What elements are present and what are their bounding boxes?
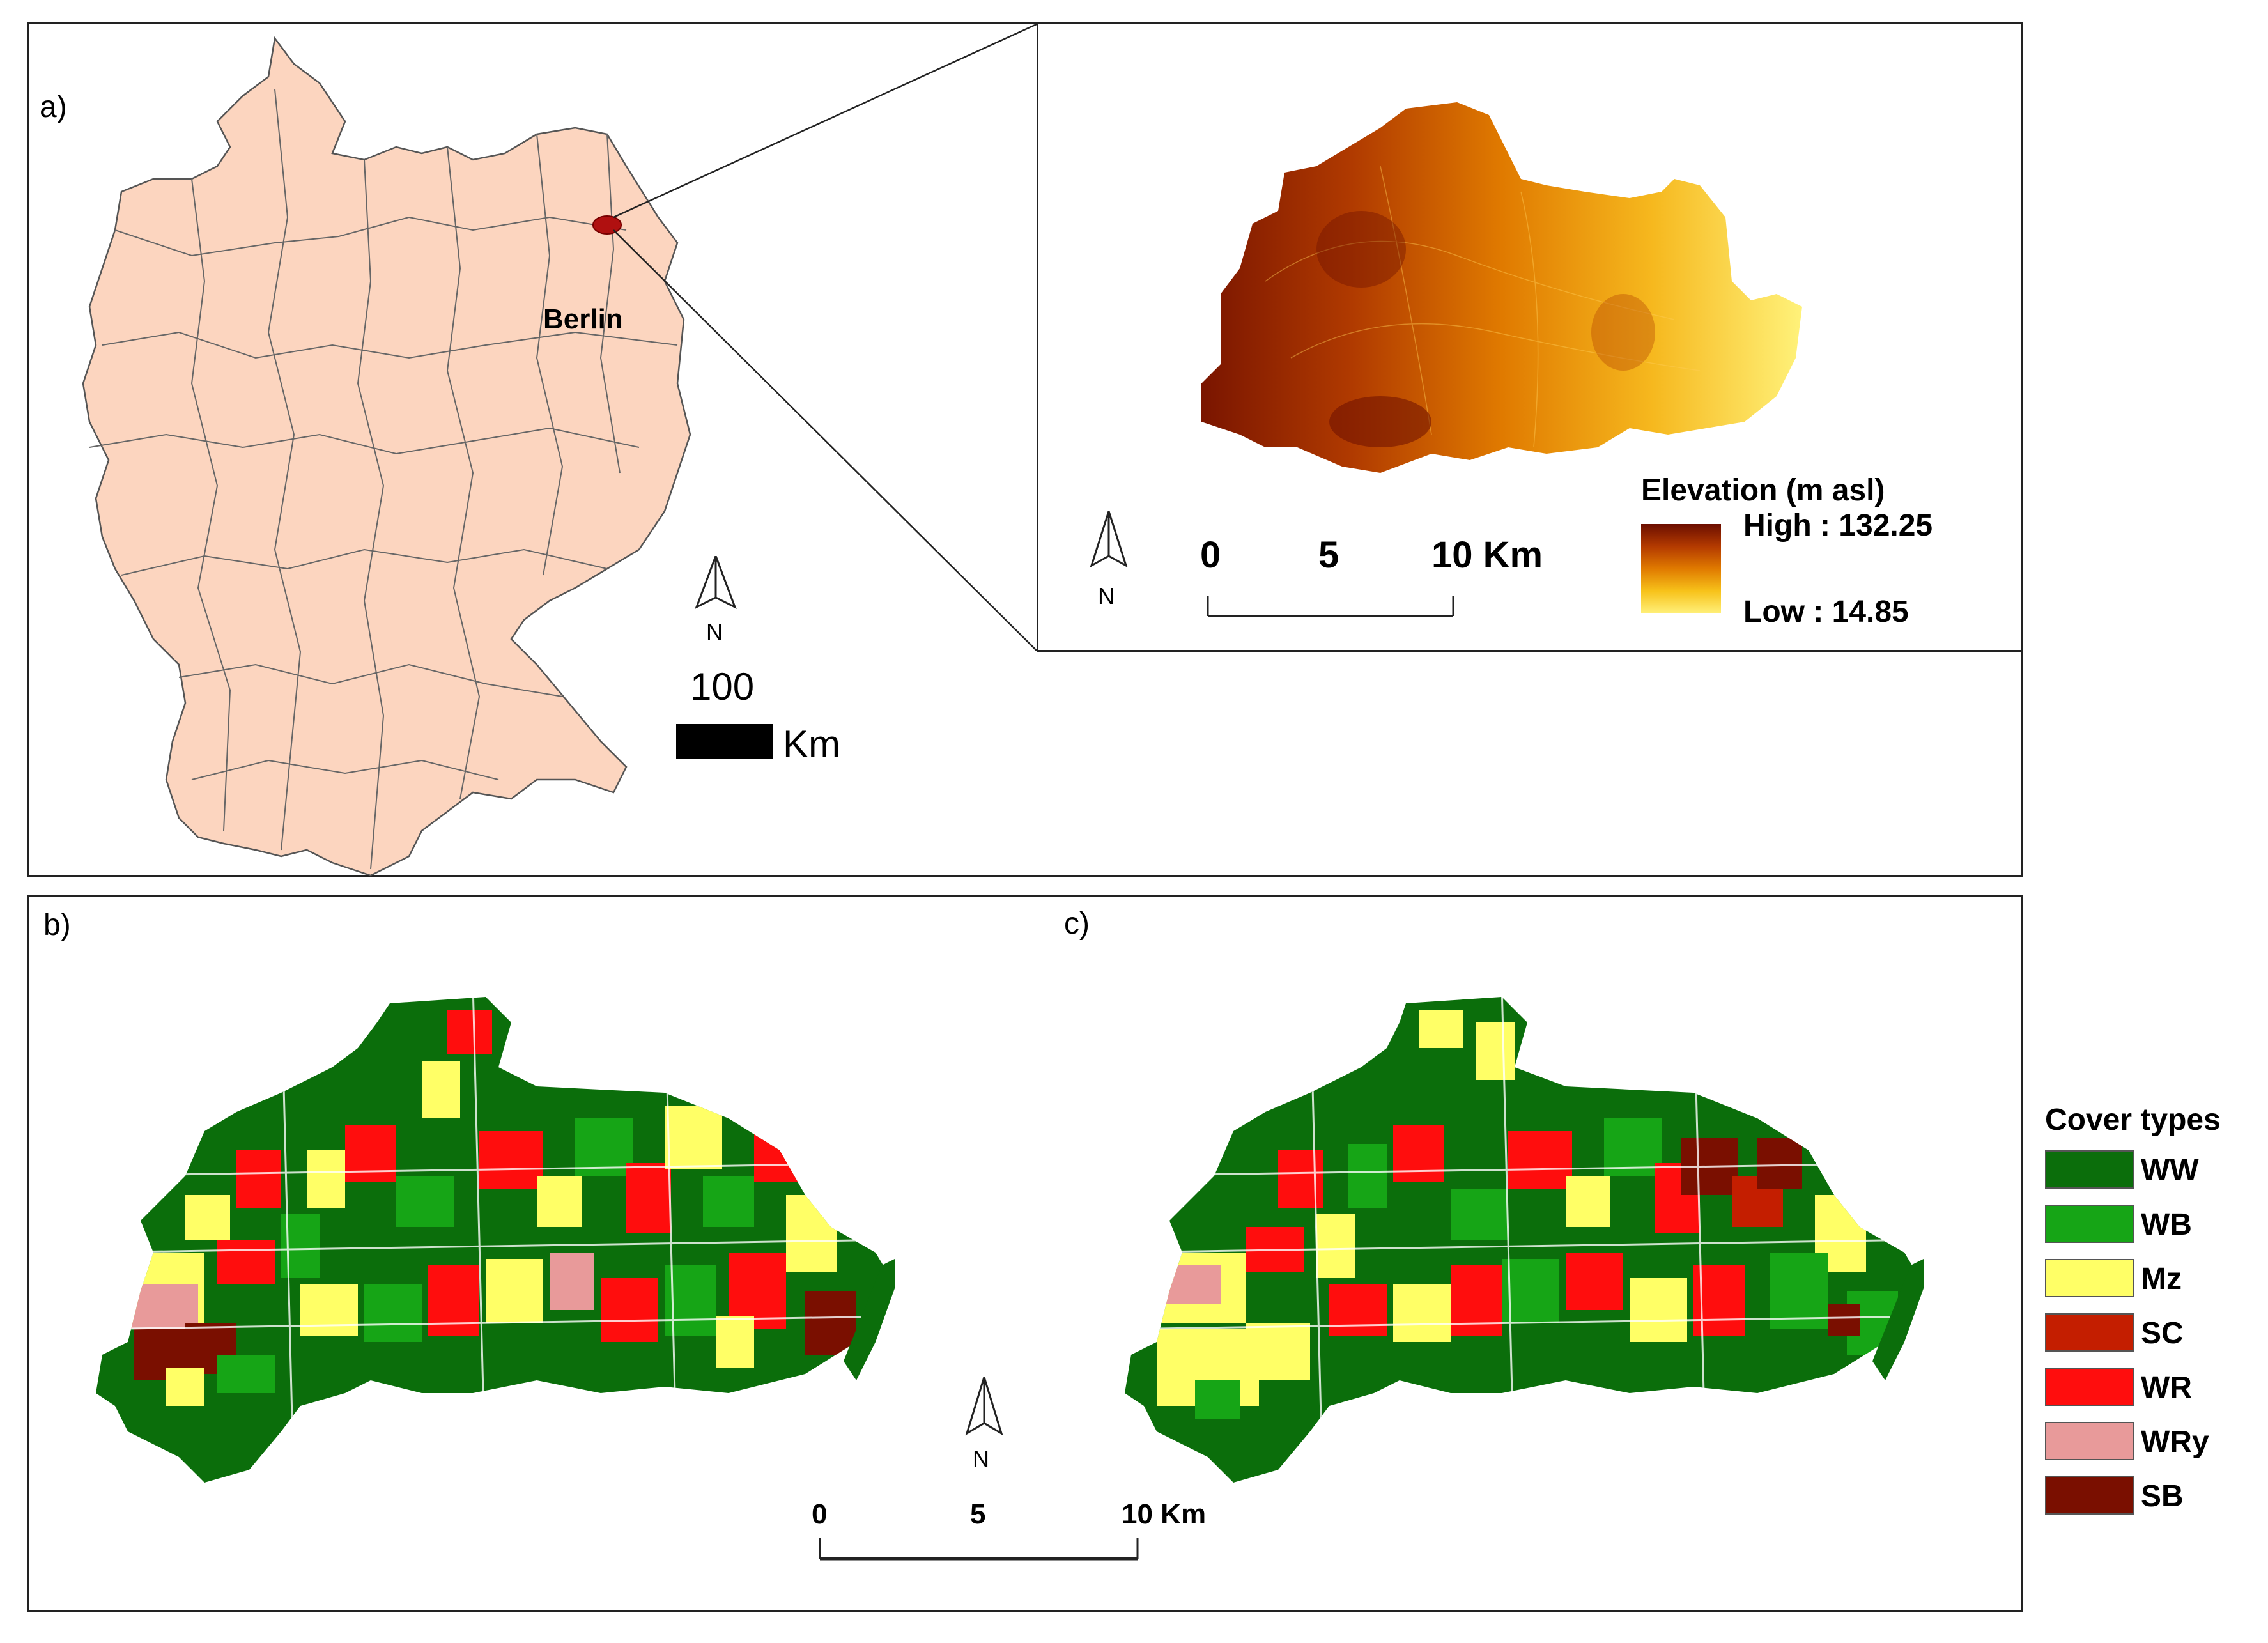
north-label-bottom: N — [973, 1446, 989, 1472]
north-label-inset: N — [1098, 583, 1115, 609]
berlin-label: Berlin — [543, 304, 623, 335]
legend-swatch-wry — [2045, 1422, 2134, 1460]
inset-scale-tick-0: 0 — [1200, 534, 1221, 576]
elevation-high-label: High : 132.25 — [1743, 509, 1933, 543]
district-boundaries — [89, 89, 678, 870]
north-arrow-a — [695, 556, 737, 610]
bottom-scale-tick-10: 10 Km — [1122, 1499, 1207, 1530]
panel-c-map — [1125, 997, 1924, 1483]
legend-label-ww: WW — [2141, 1153, 2199, 1187]
scale-a-value: 100 — [690, 665, 755, 708]
north-arrow-bottom — [965, 1377, 1003, 1436]
legend-label-sc: SC — [2141, 1316, 2184, 1350]
legend-label-wr: WR — [2141, 1371, 2192, 1405]
north-arrow-inset — [1090, 511, 1128, 568]
inset-scale-tick-5: 5 — [1318, 534, 1339, 576]
germany-map — [82, 36, 691, 877]
panel-a-label: a) — [40, 90, 67, 124]
legend-swatch-sc — [2045, 1313, 2134, 1352]
cover-legend-title: Cover types — [2045, 1103, 2221, 1137]
panel-b-label: b) — [43, 908, 71, 942]
elevation-low-label: Low : 14.85 — [1743, 595, 1909, 629]
scale-a-unit: Km — [783, 723, 840, 766]
legend-label-mz: Mz — [2141, 1262, 2182, 1296]
elevation-color-ramp — [1641, 524, 1721, 613]
inset-scale-tick-10: 10 Km — [1431, 534, 1543, 576]
bottom-scale-tick-5: 5 — [970, 1499, 986, 1530]
legend-swatch-mz — [2045, 1259, 2134, 1297]
germany-outline — [82, 36, 691, 877]
legend-label-wry: WRy — [2141, 1425, 2209, 1459]
bottom-scale-tick-0: 0 — [812, 1499, 828, 1530]
legend-label-wb: WB — [2141, 1208, 2192, 1242]
elevation-map — [1201, 102, 1802, 473]
north-label-a: N — [706, 619, 723, 645]
study-area-marker — [592, 215, 622, 235]
study-area-elevation — [1201, 102, 1802, 473]
scale-a-bar — [676, 724, 773, 759]
panel-c-label: c) — [1064, 907, 1090, 941]
legend-label-sb: SB — [2141, 1479, 2184, 1513]
elevation-legend-title: Elevation (m asl) — [1641, 474, 1885, 507]
legend-swatch-sb — [2045, 1476, 2134, 1515]
legend-swatch-wr — [2045, 1368, 2134, 1406]
inset-scale-bar — [1207, 596, 1454, 617]
panel-b-map — [96, 997, 895, 1483]
legend-swatch-ww — [2045, 1150, 2134, 1189]
bottom-scale-bar — [819, 1538, 1139, 1561]
legend-swatch-wb — [2045, 1205, 2134, 1243]
